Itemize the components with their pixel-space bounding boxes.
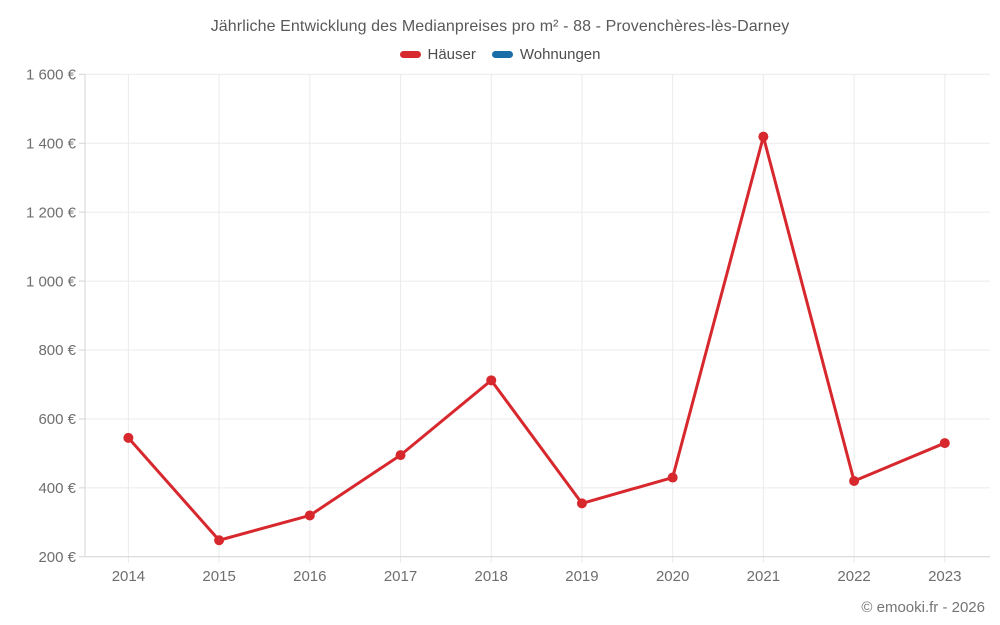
legend-swatch-wohnungen (491, 51, 513, 58)
copyright-label: © emooki.fr - 2026 (861, 599, 985, 616)
legend-item-wohnungen[interactable]: Wohnungen (491, 46, 601, 63)
legend-label: Wohnungen (519, 46, 601, 63)
x-tick-label: 2014 (112, 568, 145, 585)
legend-item-hauser[interactable]: Häuser (399, 46, 476, 63)
data-point-2020[interactable] (667, 472, 678, 483)
x-tick-label: 2021 (747, 568, 780, 585)
y-tick-label: 200 € (38, 549, 76, 566)
x-tick-label: 2023 (928, 568, 961, 585)
y-tick-label: 1 600 € (26, 67, 77, 84)
x-tick-label: 2018 (475, 568, 508, 585)
y-tick-label: 800 € (38, 342, 76, 359)
data-point-2016[interactable] (304, 510, 315, 521)
data-point-2018[interactable] (486, 375, 497, 386)
data-point-2017[interactable] (395, 450, 406, 461)
y-tick-label: 1 000 € (26, 273, 77, 290)
x-tick-label: 2017 (384, 568, 417, 585)
legend-swatch-hauser (399, 51, 421, 58)
chart-title: Jährliche Entwicklung des Medianpreises … (210, 18, 790, 35)
data-point-2022[interactable] (849, 475, 860, 486)
x-tick-label: 2019 (565, 568, 598, 585)
x-tick-label: 2015 (202, 568, 235, 585)
legend-label: Häuser (427, 46, 476, 63)
data-point-2015[interactable] (214, 535, 225, 546)
data-point-2014[interactable] (123, 432, 134, 443)
y-tick-label: 600 € (38, 411, 76, 428)
data-point-2021[interactable] (758, 131, 769, 142)
x-tick-label: 2022 (837, 568, 870, 585)
x-tick-label: 2020 (656, 568, 689, 585)
chart-legend: Häuser Wohnungen (0, 46, 1000, 63)
data-point-2023[interactable] (939, 438, 950, 449)
series-line-hauser (126, 135, 947, 542)
y-tick-label: 1 400 € (26, 135, 77, 152)
y-tick-label: 1 200 € (26, 204, 77, 221)
y-tick-label: 400 € (38, 480, 76, 497)
data-point-2019[interactable] (576, 498, 587, 509)
x-tick-label: 2016 (293, 568, 326, 585)
